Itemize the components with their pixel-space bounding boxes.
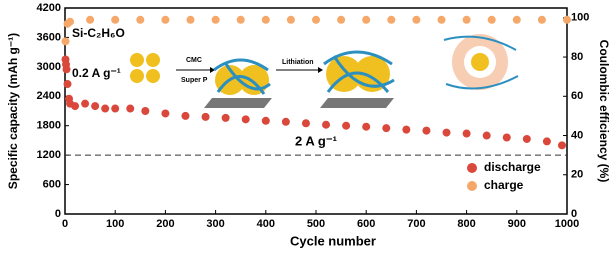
data-point [488, 16, 496, 24]
data-point [212, 16, 220, 24]
x-tick-label: 300 [206, 218, 224, 230]
y2-tick-label: 100 [571, 12, 589, 24]
y-tick-label: 1800 [37, 120, 61, 132]
annotation: 0.2 A g⁻¹ [72, 66, 121, 80]
data-point [262, 117, 270, 125]
data-point [362, 16, 370, 24]
illustration [130, 34, 518, 108]
y-tick-label: 3000 [37, 61, 61, 73]
legend-marker [467, 181, 477, 191]
y2-tick-label: 80 [571, 51, 583, 63]
data-point [111, 16, 119, 24]
x-tick-label: 900 [508, 218, 526, 230]
x-tick-label: 400 [257, 218, 275, 230]
annotation: CMC [186, 57, 202, 64]
y-tick-label: 1200 [37, 149, 61, 161]
data-point [126, 105, 134, 113]
y-tick-label: 600 [43, 178, 61, 190]
data-point [463, 130, 471, 138]
y2-tick-label: 60 [571, 90, 583, 102]
x-tick-label: 100 [106, 218, 124, 230]
x-tick-label: 200 [156, 218, 174, 230]
annotation: Super P [181, 77, 208, 84]
data-point [362, 123, 370, 131]
data-point [483, 132, 491, 140]
x-tick-label: 700 [407, 218, 425, 230]
data-point [111, 105, 119, 113]
data-point [63, 65, 71, 73]
x-tick-label: 600 [357, 218, 375, 230]
data-point [101, 105, 109, 113]
data-point [62, 37, 70, 45]
data-point [387, 16, 395, 24]
data-point [287, 16, 295, 24]
legend-label: discharge [484, 160, 541, 174]
x-tick-label: 500 [307, 218, 325, 230]
data-point [237, 16, 245, 24]
y2-tick-label: 20 [571, 169, 583, 181]
data-point [187, 16, 195, 24]
data-point [86, 16, 94, 24]
data-point [563, 16, 571, 24]
data-point [202, 113, 210, 121]
data-point [322, 121, 330, 129]
data-point [503, 133, 511, 141]
x-tick-label: 0 [62, 218, 68, 230]
data-point [282, 118, 290, 126]
y2-tick-label: 0 [571, 208, 577, 220]
data-point [136, 16, 144, 24]
x-axis-label: Cycle number [290, 233, 376, 248]
page: {"chart_data":{"type":"scatter", "x_labe… [0, 0, 611, 255]
y-tick-label: 0 [55, 208, 61, 220]
annotation: Si-C₂H₆O [72, 26, 125, 40]
legend-marker [467, 163, 477, 173]
data-point [242, 115, 250, 123]
data-point [91, 102, 99, 110]
data-point [64, 80, 72, 88]
y-tick-label: 4200 [37, 2, 61, 14]
data-point [342, 122, 350, 130]
y2-axis-label: Coulombic efficiency (%) [597, 40, 611, 183]
y-tick-label: 3600 [37, 31, 61, 43]
data-point [161, 109, 169, 117]
annotation: 2 A g⁻¹ [295, 133, 337, 148]
y-tick-label: 2400 [37, 90, 61, 102]
y-axis-label: Specific capacity (mAh g⁻¹) [6, 33, 20, 189]
data-point [412, 16, 420, 24]
chart: Cycle number Specific capacity (mAh g⁻¹)… [0, 0, 611, 250]
data-point [443, 129, 451, 137]
data-point [402, 126, 410, 134]
x-tick-label: 800 [457, 218, 475, 230]
data-point [422, 127, 430, 135]
data-point [81, 100, 89, 108]
data-point [523, 135, 531, 143]
data-point [513, 16, 521, 24]
data-point [141, 107, 149, 115]
data-point [262, 16, 270, 24]
data-point [71, 102, 79, 110]
data-point [558, 141, 566, 149]
data-point [463, 16, 471, 24]
data-point [382, 124, 390, 132]
data-point [302, 119, 310, 127]
data-point [161, 16, 169, 24]
data-point [438, 16, 446, 24]
y2-tick-label: 40 [571, 129, 583, 141]
data-point [543, 137, 551, 145]
legend-label: charge [484, 178, 524, 192]
data-point [337, 16, 345, 24]
data-point [538, 16, 546, 24]
data-point [181, 112, 189, 120]
data-point [222, 114, 230, 122]
data-point [312, 16, 320, 24]
annotation: Lithiation [282, 59, 314, 66]
data-point [66, 18, 74, 26]
